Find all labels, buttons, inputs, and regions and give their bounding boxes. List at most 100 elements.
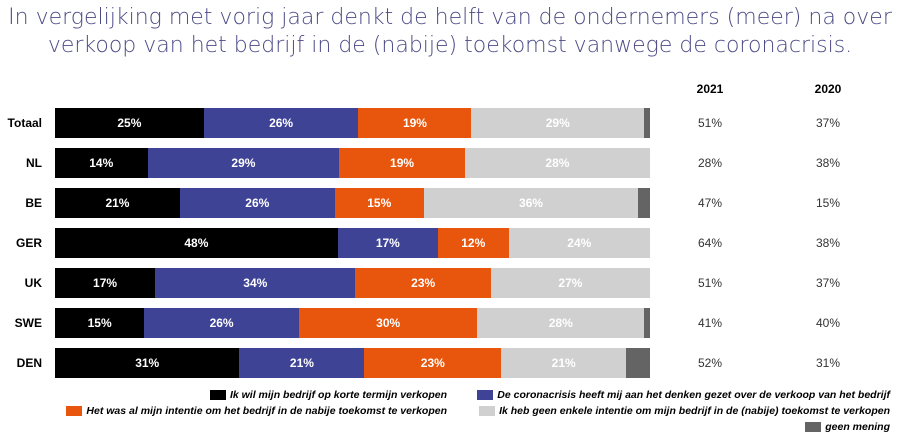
category-label: GER bbox=[15, 236, 42, 250]
bar-segment: 26% bbox=[144, 308, 299, 338]
data-label: 19% bbox=[390, 156, 415, 170]
bar-segment: 14% bbox=[55, 148, 148, 178]
bar-segment: 15% bbox=[334, 188, 424, 218]
value-values-2020: 31% bbox=[815, 356, 841, 370]
value-values-2020: 37% bbox=[815, 276, 841, 290]
bar-row-uk: 17% 34% 23% 27% bbox=[55, 268, 650, 298]
data-label: 31% bbox=[135, 356, 160, 370]
value-values-2021: 64% bbox=[697, 236, 723, 250]
bar-row-totaal: 25% 26% 19% 29% bbox=[55, 108, 650, 138]
bar-segment: 21% bbox=[239, 348, 365, 378]
legend-item: De coronacrisis heeft mij aan het denken… bbox=[477, 389, 890, 401]
bar-segment bbox=[644, 308, 650, 338]
column-header-2021: 2021 bbox=[696, 82, 724, 96]
data-label: 12% bbox=[461, 236, 486, 250]
data-label: 36% bbox=[518, 196, 543, 210]
category-label: Totaal bbox=[7, 116, 42, 130]
bar-segment: 17% bbox=[337, 228, 438, 258]
category-label: BE bbox=[25, 196, 42, 210]
legend-label: De coronacrisis heeft mij aan het denken… bbox=[497, 389, 890, 401]
bar-segment: 29% bbox=[147, 148, 340, 178]
legend-swatch bbox=[479, 406, 496, 416]
legend-label: Ik wil mijn bedrijf op korte termijn ver… bbox=[229, 389, 447, 401]
bar-segment: 28% bbox=[477, 308, 645, 338]
data-label: 26% bbox=[269, 116, 294, 130]
data-label: 26% bbox=[245, 196, 270, 210]
value-values-2021: 52% bbox=[697, 356, 723, 370]
bar-segment: 30% bbox=[298, 308, 478, 338]
bar-segment: 26% bbox=[179, 188, 335, 218]
data-label: 29% bbox=[545, 116, 570, 130]
data-label: 17% bbox=[93, 276, 118, 290]
data-label: 21% bbox=[105, 196, 130, 210]
value-values-2020: 15% bbox=[815, 196, 841, 210]
data-label: 19% bbox=[402, 116, 427, 130]
bar-segment: 12% bbox=[437, 228, 509, 258]
bar-segment: 48% bbox=[55, 228, 338, 258]
bar-segment: 36% bbox=[423, 188, 639, 218]
bar-segment: 34% bbox=[155, 268, 356, 298]
value-values-2020: 37% bbox=[815, 116, 841, 130]
legend-item: Ik wil mijn bedrijf op korte termijn ver… bbox=[209, 389, 447, 401]
value-values-2021: 47% bbox=[697, 196, 723, 210]
legend-label: Ik heb geen enkele intentie om mijn bedr… bbox=[499, 405, 890, 417]
data-label: 28% bbox=[545, 156, 570, 170]
legend-label: geen mening bbox=[825, 421, 890, 433]
category-label: NL bbox=[26, 156, 42, 170]
bar-row-swe: 15% 26% 30% 28% bbox=[55, 308, 650, 338]
bar-row-den: 31% 21% 23% 21% bbox=[55, 348, 650, 378]
value-values-2021: 41% bbox=[697, 316, 723, 330]
value-values-2020: 40% bbox=[815, 316, 841, 330]
legend-swatch bbox=[805, 422, 822, 432]
data-label: 15% bbox=[87, 316, 112, 330]
data-label: 34% bbox=[243, 276, 268, 290]
value-values-2021: 51% bbox=[697, 116, 723, 130]
category-label: DEN bbox=[16, 356, 42, 370]
data-label: 26% bbox=[209, 316, 234, 330]
title-line-2: verkoop van het bedrijf in de (nabije) t… bbox=[47, 33, 853, 58]
bar-segment: 17% bbox=[55, 268, 156, 298]
data-label: 29% bbox=[231, 156, 256, 170]
data-label: 48% bbox=[184, 236, 209, 250]
value-values-2020: 38% bbox=[815, 156, 841, 170]
value-values-2021: 28% bbox=[697, 156, 723, 170]
bar-segment: 15% bbox=[55, 308, 145, 338]
legend-item: Het was al mijn intentie om het bedrijf … bbox=[66, 405, 447, 417]
data-label: 28% bbox=[548, 316, 573, 330]
bar-segment: 23% bbox=[364, 348, 502, 378]
data-label: 27% bbox=[558, 276, 583, 290]
data-label: 24% bbox=[567, 236, 592, 250]
legend-label: Het was al mijn intentie om het bedrijf … bbox=[86, 405, 447, 417]
bar-segment: 23% bbox=[355, 268, 491, 298]
bar-segment: 19% bbox=[358, 108, 472, 138]
bar-segment: 31% bbox=[55, 348, 240, 378]
data-label: 14% bbox=[89, 156, 114, 170]
bar-segment: 28% bbox=[464, 148, 650, 178]
bar-segment: 21% bbox=[55, 188, 180, 218]
value-values-2021: 51% bbox=[697, 276, 723, 290]
legend-swatch bbox=[66, 406, 83, 416]
bar-segment bbox=[638, 188, 650, 218]
bar-segment bbox=[644, 108, 650, 138]
category-label: SWE bbox=[14, 316, 42, 330]
chart-title: In vergelijking met vorig jaar denkt de … bbox=[0, 4, 900, 60]
bar-segment: 29% bbox=[471, 108, 645, 138]
bar-segment: 25% bbox=[55, 108, 204, 138]
data-label: 23% bbox=[420, 356, 445, 370]
column-header-2020: 2020 bbox=[814, 82, 842, 96]
title-line-1: In vergelijking met vorig jaar denkt de … bbox=[8, 5, 892, 30]
legend-item: Ik heb geen enkele intentie om mijn bedr… bbox=[479, 405, 890, 417]
value-values-2020: 38% bbox=[815, 236, 841, 250]
bar-row-nl: 14% 29% 19% 28% bbox=[55, 148, 650, 178]
category-label: UK bbox=[24, 276, 42, 290]
legend-item: geen mening bbox=[805, 421, 890, 433]
data-label: 21% bbox=[551, 356, 576, 370]
bar-segment: 24% bbox=[508, 228, 650, 258]
bar-segment: 26% bbox=[203, 108, 359, 138]
bar-segment: 21% bbox=[501, 348, 627, 378]
bar-row-ger: 48% 17% 12% 24% bbox=[55, 228, 650, 258]
data-label: 17% bbox=[375, 236, 400, 250]
bar-row-be: 21% 26% 15% 36% bbox=[55, 188, 650, 218]
bar-segment: 27% bbox=[490, 268, 650, 298]
legend-swatch bbox=[209, 390, 226, 400]
